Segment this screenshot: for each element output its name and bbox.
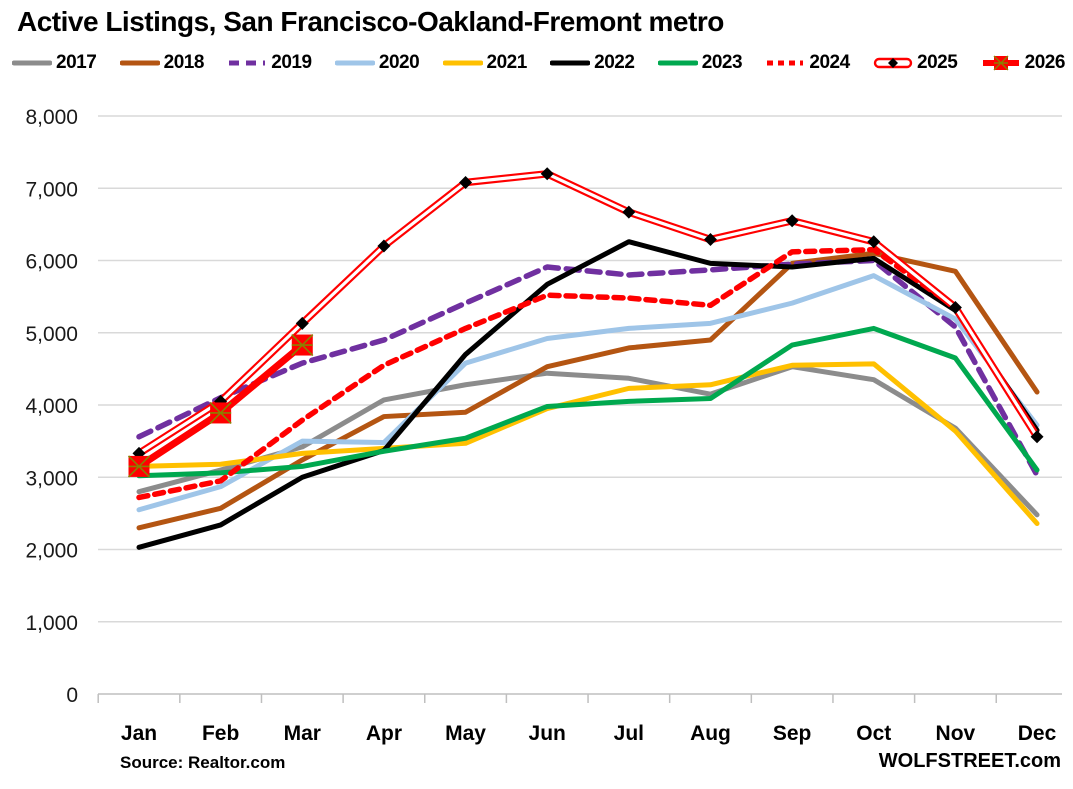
legend-label-2025: 2025 xyxy=(917,52,958,73)
chart-legend: 2017 2018 2019 2020 2021 2022 2023 2024 2025 2026 xyxy=(12,52,1065,74)
series-line-2019 xyxy=(136,257,1040,478)
legend-item-2022: 2022 xyxy=(550,52,635,74)
marker-x-glyph-2026 xyxy=(209,401,232,425)
x-category-label: May xyxy=(445,722,486,745)
x-category-label: Nov xyxy=(936,722,976,745)
y-tick-label: 2,000 xyxy=(25,540,78,563)
series-line-2022 xyxy=(136,239,1040,550)
x-category-label: Feb xyxy=(202,722,239,745)
x-category-label: Mar xyxy=(284,722,321,745)
legend-swatch-2025 xyxy=(873,57,913,69)
series-line-2021 xyxy=(136,361,1040,526)
legend-label-2024: 2024 xyxy=(809,52,850,73)
legend-label-2020: 2020 xyxy=(378,52,420,73)
legend-item-2025: 2025 xyxy=(873,52,958,74)
series-line-2025 xyxy=(135,170,1041,458)
y-tick-label: 4,000 xyxy=(25,395,78,418)
legend-label-2017: 2017 xyxy=(56,52,97,73)
marker-black-diamond-2025 xyxy=(377,239,391,253)
x-category-label: Jul xyxy=(614,722,644,745)
legend-swatch-2021 xyxy=(442,60,483,66)
marker-black-diamond-2025 xyxy=(867,235,881,249)
series-line-2023 xyxy=(136,325,1040,479)
chart-title: Active Listings, San Francisco-Oakland-F… xyxy=(17,6,724,37)
marker-black-diamond-2025 xyxy=(785,214,799,228)
x-category-label: Apr xyxy=(366,722,402,745)
series-line-2024 xyxy=(136,246,1040,501)
marker-black-diamond-2025 xyxy=(1030,430,1044,444)
y-tick-label: 8,000 xyxy=(25,106,78,129)
x-category-label: Sep xyxy=(773,722,812,745)
legend-label-2023: 2023 xyxy=(701,52,743,73)
marker-black-diamond-2025 xyxy=(703,233,717,247)
legend-swatch-2018 xyxy=(119,60,160,66)
y-tick-label: 5,000 xyxy=(25,323,78,346)
marker-black-diamond-2025 xyxy=(948,300,962,314)
y-tick-label: 7,000 xyxy=(25,178,78,201)
marker-black-diamond-2025 xyxy=(622,205,636,219)
marker-black-diamond-2025 xyxy=(295,316,309,330)
legend-label-2021: 2021 xyxy=(486,52,528,73)
x-category-label: Aug xyxy=(690,722,731,745)
legend-swatch-2024 xyxy=(767,60,804,66)
legend-label-2022: 2022 xyxy=(594,52,635,73)
x-category-label: Jan xyxy=(121,722,157,745)
legend-swatch-2017 xyxy=(12,60,52,66)
y-tick-label: 6,000 xyxy=(25,251,78,274)
series-line-2020 xyxy=(136,273,1040,513)
legend-swatch-2023 xyxy=(657,60,698,66)
x-category-label: Dec xyxy=(1018,722,1057,745)
source-label: Source: Realtor.com xyxy=(120,753,286,772)
legend-x-glyph-icon xyxy=(993,55,1009,71)
legend-item-2017: 2017 xyxy=(12,52,97,74)
marker-black-diamond-2025 xyxy=(459,175,473,189)
legend-item-2019: 2019 xyxy=(227,52,312,74)
legend-swatch-2019 xyxy=(229,60,266,66)
x-category-label: Jun xyxy=(529,722,566,745)
marker-x-glyph-2026 xyxy=(127,455,151,478)
marker-black-diamond-2025 xyxy=(540,167,554,181)
brand-label: WOLFSTREET.com xyxy=(878,750,1061,772)
legend-swatch-2022 xyxy=(550,60,591,66)
legend-item-2023: 2023 xyxy=(657,52,743,74)
legend-swatch-2020 xyxy=(334,60,375,66)
legend-label-2018: 2018 xyxy=(163,52,205,73)
y-tick-label: 1,000 xyxy=(25,612,78,635)
legend-label-2026: 2026 xyxy=(1024,52,1066,73)
y-tick-label: 3,000 xyxy=(25,467,78,490)
y-tick-label: 0 xyxy=(66,684,78,707)
legend-label-2019: 2019 xyxy=(271,52,312,73)
x-category-label: Oct xyxy=(856,722,891,745)
legend-item-2018: 2018 xyxy=(119,52,205,74)
legend-item-2024: 2024 xyxy=(765,52,850,74)
legend-diamond-icon xyxy=(888,58,898,68)
legend-item-2021: 2021 xyxy=(442,52,528,74)
series-line-inner-2025 xyxy=(137,172,1039,456)
legend-item-2026: 2026 xyxy=(981,52,1065,74)
marker-x-glyph-2026 xyxy=(291,333,314,357)
legend-swatch-2026 xyxy=(982,55,1019,71)
legend-item-2020: 2020 xyxy=(334,52,420,74)
